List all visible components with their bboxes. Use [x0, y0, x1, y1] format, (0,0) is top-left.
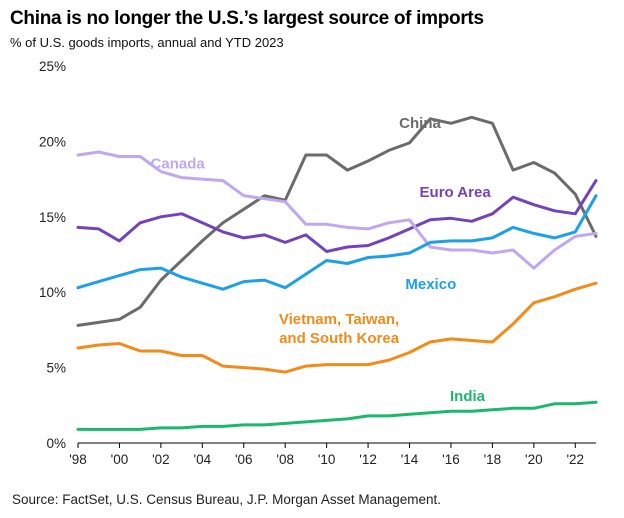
chart-series-lines [76, 115, 598, 431]
chart-subtitle: % of U.S. goods imports, annual and YTD … [10, 35, 284, 50]
x-tick-label: '04 [194, 452, 212, 467]
x-tick-label: '10 [318, 452, 336, 467]
chart-series-labels: China Euro Area Canada Mexico Vietnam, Taiwa… [151, 115, 492, 405]
x-tick-label: '12 [359, 452, 377, 467]
y-tick-label: 20% [39, 134, 66, 149]
series-line-euro-area [76, 179, 598, 253]
series-label-mexico: Mexico [405, 276, 456, 293]
chart-axes: '98 '00 '02 '04 '06 '08 '10 '12 '14 '16 '18 '20 '22 0… [39, 59, 596, 467]
x-tick-label: '16 [442, 452, 460, 467]
series-label-euro-area: Euro Area [420, 184, 492, 201]
y-tick-label: 5% [46, 361, 66, 376]
line-chart: '98 '00 '02 '04 '06 '08 '10 '12 '14 '16 '18 '20 '22 0… [39, 59, 598, 467]
x-tick-label: '08 [276, 452, 294, 467]
x-tick-label: '22 [566, 452, 584, 467]
series-label-china: China [399, 115, 441, 132]
series-line-china [76, 115, 598, 327]
x-tick-label: '14 [401, 452, 419, 467]
y-tick-label: 10% [39, 285, 66, 300]
series-label-india: India [450, 388, 486, 405]
x-tick-label: '02 [152, 452, 170, 467]
y-tick-label: 25% [39, 59, 66, 74]
series-label-vietnam-taiwan-and-south-korea: Vietnam, Taiwan, and South Korea [279, 311, 400, 347]
chart-title: China is no longer the U.S.’s largest so… [10, 8, 484, 29]
x-tick-label: '98 [69, 452, 87, 467]
series-line-india [76, 400, 598, 431]
series-line-vietnam-taiwan-and-south-korea [76, 281, 598, 374]
series-label-canada: Canada [151, 156, 206, 173]
series-line-canada [76, 150, 598, 270]
x-tick-label: '06 [235, 452, 253, 467]
y-tick-label: 15% [39, 210, 66, 225]
y-tick-label: 0% [46, 436, 66, 451]
x-tick-label: '00 [111, 452, 129, 467]
x-tick-label: '20 [525, 452, 543, 467]
x-tick-label: '18 [484, 452, 502, 467]
source-note: Source: FactSet, U.S. Census Bureau, J.P… [12, 492, 441, 507]
series-line-mexico [76, 194, 598, 291]
